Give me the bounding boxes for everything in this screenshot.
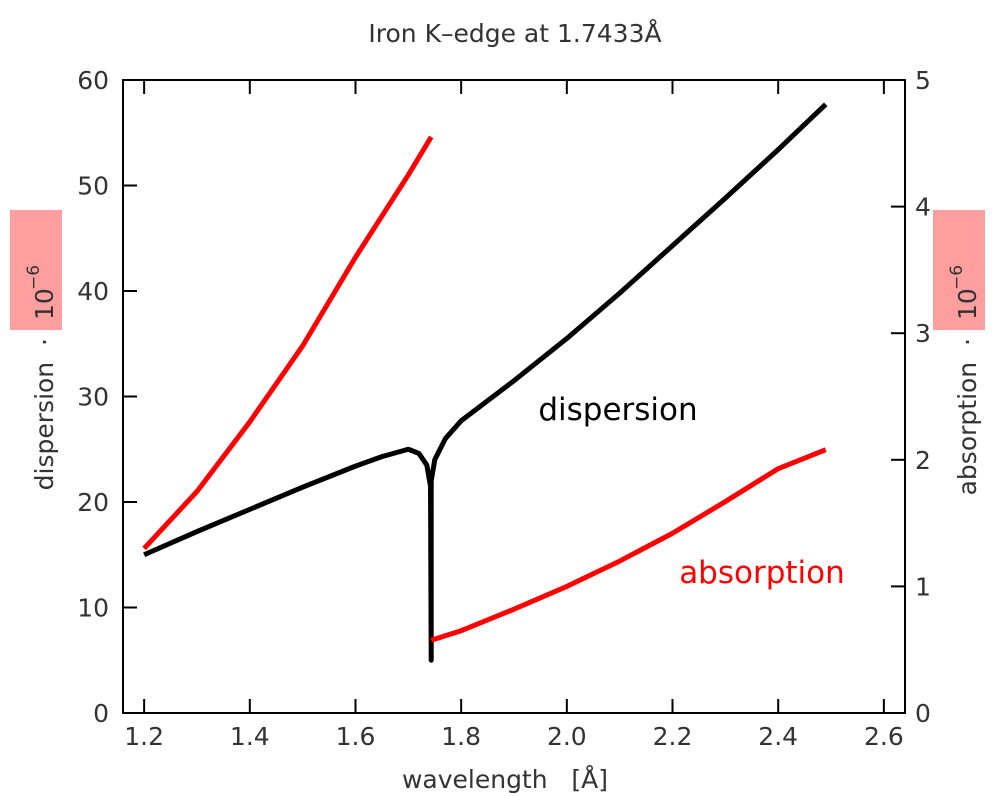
y-tick-label: 60 bbox=[77, 66, 109, 95]
factor-highlight bbox=[933, 210, 985, 330]
x-tick-label: 2.0 bbox=[547, 722, 587, 751]
factor-base: 10 bbox=[30, 288, 59, 320]
x-tick-label: 2.2 bbox=[653, 722, 693, 751]
x-tick-label: 1.4 bbox=[230, 722, 270, 751]
y2-axis-title-text: absorption · bbox=[953, 338, 982, 495]
y2-axis-title: absorption · 10−6 bbox=[933, 210, 985, 495]
x-tick-label: 1.2 bbox=[124, 722, 164, 751]
x-axis-label: wavelength [Å] bbox=[402, 765, 608, 794]
factor-exponent: −6 bbox=[947, 265, 967, 290]
y-tick-label: 50 bbox=[77, 172, 109, 201]
y-tick-label: 40 bbox=[77, 277, 109, 306]
x-tick-label: 2.4 bbox=[758, 722, 798, 751]
y2-tick-label: 0 bbox=[915, 699, 931, 728]
data-line bbox=[143, 102, 828, 663]
y2-tick-label: 4 bbox=[915, 193, 931, 222]
factor-exponent: −6 bbox=[24, 265, 44, 290]
series-label: absorption bbox=[679, 555, 845, 591]
data-line bbox=[142, 135, 827, 643]
y-tick-label: 30 bbox=[77, 383, 109, 412]
y2-tick-label: 5 bbox=[915, 66, 931, 95]
factor-base: 10 bbox=[953, 288, 982, 320]
factor-highlight bbox=[10, 210, 62, 330]
x-tick-label: 2.6 bbox=[864, 722, 904, 751]
x-tick-label: 1.8 bbox=[441, 722, 481, 751]
x-tick-label: 1.6 bbox=[336, 722, 376, 751]
y-tick-label: 0 bbox=[93, 699, 109, 728]
y-tick-label: 10 bbox=[77, 594, 109, 623]
y-axis-title-text: dispersion · bbox=[30, 338, 59, 490]
series-label: dispersion bbox=[538, 392, 697, 428]
y2-tick-label: 2 bbox=[915, 446, 931, 475]
y2-tick-label: 3 bbox=[915, 319, 931, 348]
y-tick-label: 20 bbox=[77, 488, 109, 517]
plot-frame bbox=[122, 79, 906, 714]
y2-tick-label: 1 bbox=[915, 572, 931, 601]
chart-title: Iron K–edge at 1.7433Å bbox=[368, 19, 661, 48]
y-axis-title: dispersion · 10−6 bbox=[10, 210, 62, 490]
